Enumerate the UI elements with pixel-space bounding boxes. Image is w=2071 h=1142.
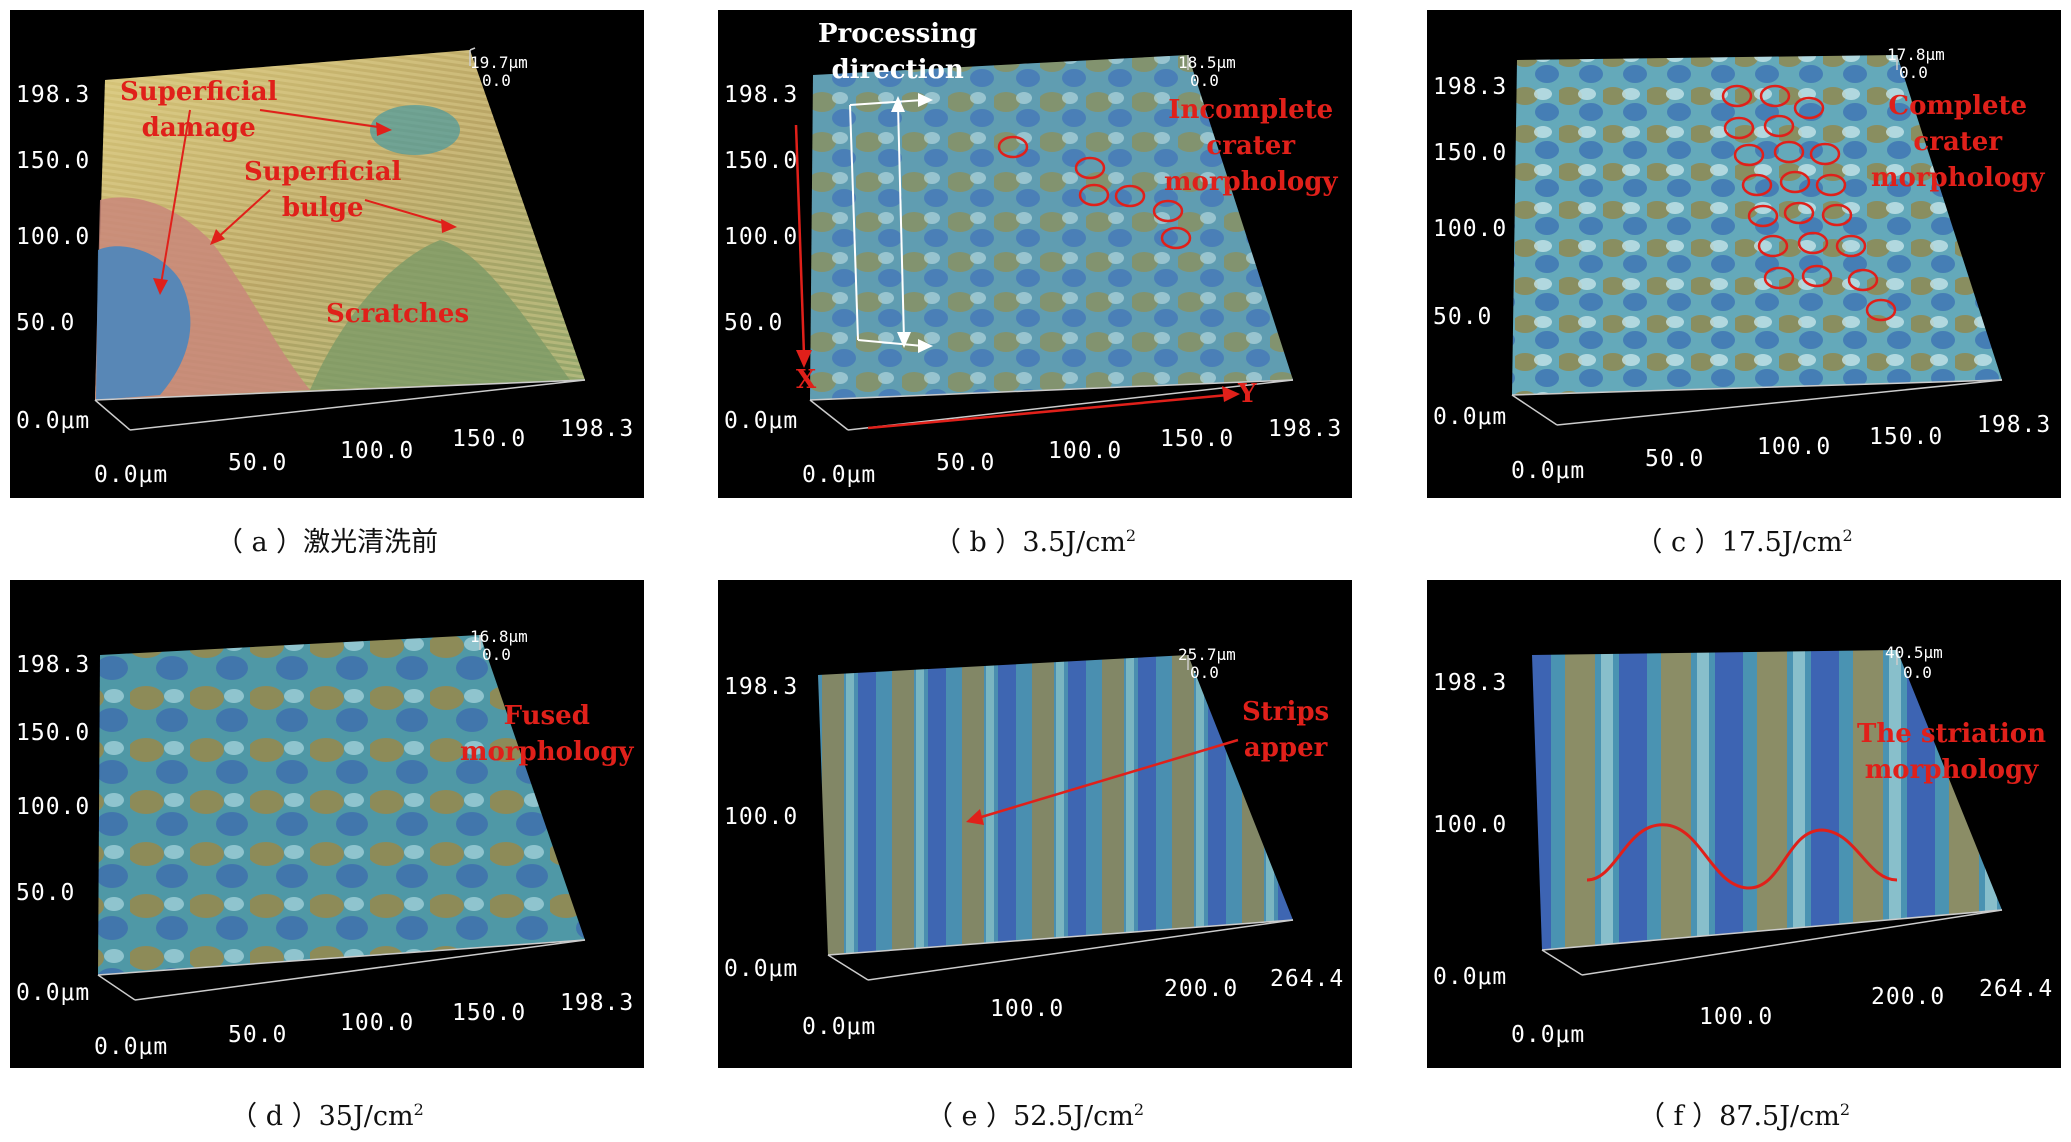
panel-a: 19.7μm 0.0 198.3 150.0 100.0 50.0 0.0μm …	[10, 10, 644, 498]
y-tick-2: 150.0	[16, 720, 91, 746]
y-tick-1: 198.3	[724, 82, 799, 108]
x-tick-4: 150.0	[452, 1000, 527, 1026]
annotation-x-axis: X	[796, 365, 817, 395]
y-tick-2: 100.0	[1433, 812, 1508, 838]
annotation-complete-crater: Complete crater morphology	[1871, 91, 2045, 193]
z-axis-max: 17.8μm	[1887, 45, 1945, 64]
annotation-y-axis: Y	[1238, 379, 1257, 409]
y-tick-3: 0.0μm	[724, 956, 799, 982]
y-tick-3: 100.0	[1433, 216, 1508, 242]
annotation-strips-apper: Strips apper	[1242, 697, 1330, 763]
x-tick-1: 0.0μm	[802, 1014, 877, 1040]
x-tick-3: 100.0	[1048, 438, 1123, 464]
panel-b: 18.5μm 0.0 198.3 150.0 100.0 50.0 0.0μm …	[718, 10, 1352, 498]
z-axis-max: 19.7μm	[470, 53, 528, 72]
y-tick-2: 100.0	[724, 804, 799, 830]
annotation-superficial-bulge: Superficial bulge	[244, 157, 402, 223]
x-tick-3: 200.0	[1871, 984, 1946, 1010]
x-tick-1: 0.0μm	[802, 462, 877, 488]
x-tick-4: 150.0	[1869, 424, 1944, 450]
x-tick-1: 0.0μm	[1511, 458, 1586, 484]
y-tick-3: 100.0	[724, 224, 799, 250]
z-axis-zero: 0.0	[1899, 63, 1928, 82]
y-tick-1: 198.3	[1433, 74, 1508, 100]
y-tick-1: 198.3	[1433, 670, 1508, 696]
x-tick-4: 150.0	[1160, 426, 1235, 452]
x-tick-5: 198.3	[1977, 412, 2052, 438]
surface-image-d	[97, 635, 586, 1001]
x-tick-3: 100.0	[340, 438, 415, 464]
x-tick-5: 198.3	[1268, 416, 1343, 442]
x-tick-2: 100.0	[990, 996, 1065, 1022]
x-tick-2: 50.0	[228, 1022, 288, 1048]
annotation-processing-direction: Processing direction	[818, 19, 978, 85]
z-axis-zero: 0.0	[1190, 71, 1219, 90]
caption-b: （ b ）3.5J/cm2	[933, 526, 1137, 558]
y-tick-5: 0.0μm	[1433, 404, 1508, 430]
caption-d: （ d ）35J/cm2	[230, 1100, 424, 1132]
y-tick-2: 150.0	[16, 148, 91, 174]
panel-f: 40.5μm 0.0 198.3 100.0 0.0μm 0.0μm 100.0…	[1427, 580, 2061, 1068]
x-tick-5: 198.3	[560, 990, 635, 1016]
annotation-fused-morphology: Fused morphology	[460, 701, 634, 767]
y-tick-1: 198.3	[16, 82, 91, 108]
annotation-scratches: Scratches	[326, 299, 470, 329]
z-axis-max: 40.5μm	[1885, 643, 1943, 662]
surface-image-a	[94, 47, 586, 431]
y-tick-2: 150.0	[724, 148, 799, 174]
annotation-striation-morphology: The striation morphology	[1857, 719, 2047, 785]
surface-image-f	[1532, 650, 2003, 976]
y-tick-4: 50.0	[16, 310, 76, 336]
panel-e: 25.7μm 0.0 198.3 100.0 0.0μm 0.0μm 100.0…	[718, 580, 1352, 1068]
y-tick-5: 0.0μm	[16, 408, 91, 434]
x-tick-2: 50.0	[1645, 446, 1705, 472]
panel-c: 17.8μm 0.0 198.3 150.0 100.0 50.0 0.0μm …	[1427, 10, 2061, 498]
caption-c: （ c ）17.5J/cm2	[1635, 526, 1853, 558]
z-axis-max: 16.8μm	[470, 627, 528, 646]
x-tick-5: 198.3	[560, 416, 635, 442]
x-tick-2: 100.0	[1699, 1004, 1774, 1030]
z-axis-zero: 0.0	[1190, 663, 1219, 682]
x-tick-4: 264.4	[1979, 976, 2054, 1002]
y-tick-2: 150.0	[1433, 140, 1508, 166]
x-tick-2: 50.0	[228, 450, 288, 476]
y-tick-5: 0.0μm	[16, 980, 91, 1006]
z-axis-max: 25.7μm	[1178, 645, 1236, 664]
annotation-incomplete-crater: Incomplete crater morphology	[1164, 95, 1338, 197]
surface-image-b	[794, 55, 1294, 431]
x-tick-1: 0.0μm	[94, 1034, 169, 1060]
y-tick-1: 198.3	[16, 652, 91, 678]
z-axis-zero: 0.0	[482, 71, 511, 90]
z-axis-zero: 0.0	[1903, 663, 1932, 682]
x-tick-1: 0.0μm	[94, 462, 169, 488]
caption-e: （ e ）52.5J/cm2	[925, 1100, 1145, 1132]
y-tick-4: 50.0	[1433, 304, 1493, 330]
x-tick-4: 150.0	[452, 426, 527, 452]
x-tick-3: 200.0	[1164, 976, 1239, 1002]
x-tick-1: 0.0μm	[1511, 1022, 1586, 1048]
y-tick-4: 50.0	[724, 310, 784, 336]
z-axis-max: 18.5μm	[1178, 53, 1236, 72]
caption-a: （ a ）激光清洗前	[215, 527, 439, 558]
y-tick-3: 0.0μm	[1433, 964, 1508, 990]
x-tick-3: 100.0	[1757, 434, 1832, 460]
y-tick-3: 100.0	[16, 224, 91, 250]
x-tick-3: 100.0	[340, 1010, 415, 1036]
caption-f: （ f ）87.5J/cm2	[1637, 1100, 1851, 1132]
surface-image-e	[818, 655, 1294, 981]
panel-d: 16.8μm 0.0 198.3 150.0 100.0 50.0 0.0μm …	[10, 580, 644, 1068]
z-axis-zero: 0.0	[482, 645, 511, 664]
y-tick-5: 0.0μm	[724, 408, 799, 434]
y-tick-1: 198.3	[724, 674, 799, 700]
annotation-superficial-damage: Superficial damage	[120, 77, 278, 143]
surface-image-c	[1511, 55, 2003, 426]
y-tick-3: 100.0	[16, 794, 91, 820]
y-tick-4: 50.0	[16, 880, 76, 906]
x-tick-2: 50.0	[936, 450, 996, 476]
x-tick-4: 264.4	[1270, 966, 1345, 992]
